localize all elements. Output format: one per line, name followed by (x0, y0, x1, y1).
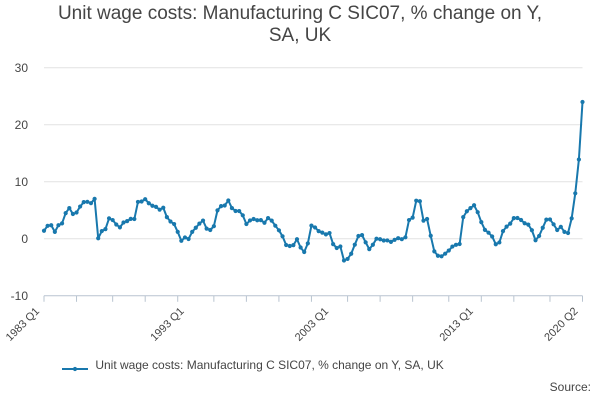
svg-text:1993 Q1: 1993 Q1 (148, 305, 186, 343)
svg-text:2020 Q2: 2020 Q2 (542, 305, 580, 343)
svg-text:0: 0 (21, 232, 28, 246)
svg-text:1983 Q1: 1983 Q1 (4, 305, 42, 343)
svg-text:2003 Q1: 2003 Q1 (293, 305, 331, 343)
svg-text:30: 30 (15, 61, 29, 75)
svg-text:-10: -10 (11, 289, 29, 303)
svg-text:2013 Q1: 2013 Q1 (437, 305, 475, 343)
svg-text:20: 20 (15, 118, 29, 132)
svg-text:10: 10 (15, 175, 29, 189)
